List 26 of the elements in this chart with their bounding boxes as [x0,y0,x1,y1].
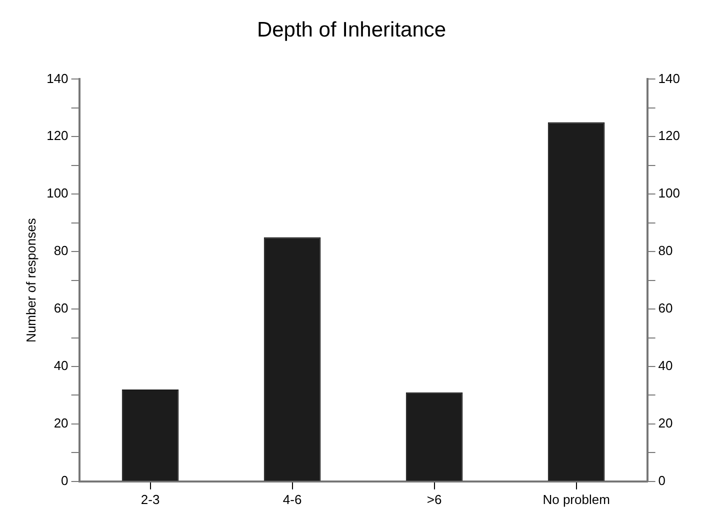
y2-tick-label: 60 [658,300,673,316]
y2-tick-label: 40 [658,358,673,374]
y2-tick-label: 100 [658,186,680,201]
y2-tick-label: 20 [658,416,673,431]
bar [548,122,605,481]
y-tick-label: 20 [54,416,68,431]
x-tick-label: >6 [426,492,442,507]
y2-tick-label: 80 [658,243,673,258]
bar [406,392,463,481]
y-tick-label: 140 [46,70,68,86]
y-axis-title: Number of responses [23,218,38,342]
y2-tick-label: 120 [658,128,680,144]
bar [122,389,179,481]
x-tick-label: No problem [542,492,610,507]
bar [264,237,321,481]
y2-tick-label: 140 [658,70,680,86]
y-tick-label: 100 [46,186,68,201]
y-tick-label: 60 [54,300,68,316]
y-tick-label: 120 [46,128,68,144]
chart-title: Depth of Inheritance [256,18,446,42]
x-tick-label: 2-3 [140,492,160,507]
y-tick-label: 0 [61,472,68,488]
y-tick-label: 40 [54,358,68,374]
x-tick-label: 4-6 [282,492,302,507]
y2-tick-label: 0 [658,472,666,488]
y-tick-label: 80 [54,243,68,258]
